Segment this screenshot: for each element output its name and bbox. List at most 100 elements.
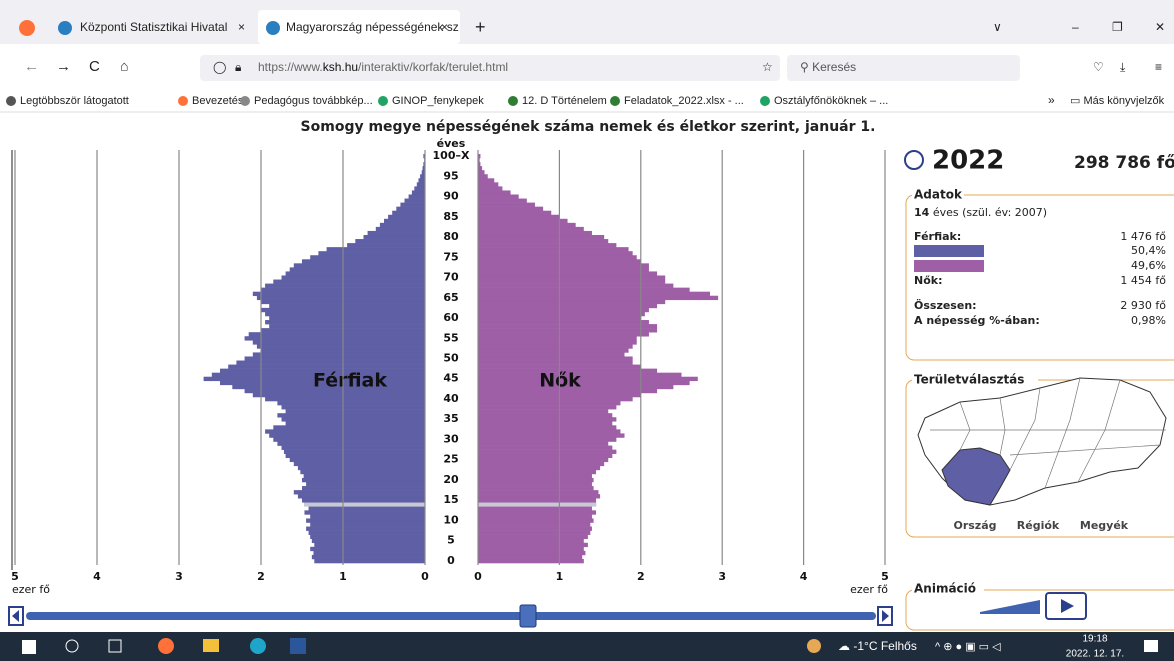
home-button[interactable]: ⌂ bbox=[120, 58, 128, 74]
share-label: A népesség %-ában: bbox=[914, 314, 1040, 327]
close-window[interactable]: ✕ bbox=[1155, 20, 1165, 34]
tab[interactable]: Központi Statisztikai Hivatal × bbox=[58, 20, 245, 35]
bar bbox=[478, 494, 600, 498]
weather[interactable]: ☁ -1°C Felhős bbox=[838, 639, 917, 653]
bar bbox=[478, 308, 649, 312]
bar bbox=[310, 547, 425, 551]
maximize[interactable]: ❐ bbox=[1112, 20, 1123, 34]
x-tick-label: 1 bbox=[339, 570, 347, 583]
bar bbox=[478, 401, 620, 405]
bar bbox=[302, 478, 425, 482]
year-slider[interactable] bbox=[9, 605, 892, 627]
bar bbox=[318, 251, 425, 255]
downloads[interactable]: ⤓ bbox=[1120, 60, 1126, 74]
other-bookmarks[interactable]: ▭ Más könyvjelzők bbox=[1070, 95, 1165, 107]
new-tab[interactable]: + bbox=[475, 17, 486, 37]
bar bbox=[396, 207, 425, 211]
bar bbox=[309, 506, 425, 510]
menu[interactable]: ≡ bbox=[1155, 60, 1162, 74]
bar bbox=[310, 514, 425, 518]
bar bbox=[478, 535, 588, 539]
bookmark[interactable]: Bevezetés bbox=[192, 95, 244, 107]
bar bbox=[298, 494, 425, 498]
bar bbox=[418, 178, 425, 182]
reload-button[interactable]: C bbox=[89, 58, 100, 75]
bookmark[interactable]: Feladatok_2022.xlsx - ... bbox=[624, 95, 744, 107]
bar bbox=[282, 405, 426, 409]
bar bbox=[376, 227, 425, 231]
bar bbox=[478, 312, 645, 316]
total-label: Összesen: bbox=[914, 298, 977, 312]
county-map[interactable] bbox=[918, 378, 1166, 505]
bar bbox=[478, 442, 608, 446]
bookmark[interactable]: Osztályfőnököknek – ... bbox=[774, 95, 888, 107]
age-tick-label: 80 bbox=[443, 230, 459, 243]
slider-thumb[interactable] bbox=[520, 605, 536, 627]
bar bbox=[478, 267, 649, 271]
bookmark-star[interactable]: ☆ bbox=[762, 60, 773, 74]
bar bbox=[290, 458, 425, 462]
bar bbox=[478, 458, 608, 462]
bar bbox=[286, 454, 425, 458]
map-option[interactable]: Ország bbox=[953, 519, 996, 532]
bookmark[interactable]: GINOP_fenykepek bbox=[392, 95, 484, 107]
total-population: 298 786 fő bbox=[1074, 153, 1174, 173]
bar bbox=[313, 551, 425, 555]
firefox-taskbar[interactable] bbox=[158, 638, 174, 654]
bar bbox=[478, 215, 559, 219]
forward-button[interactable]: → bbox=[56, 58, 71, 75]
bar bbox=[478, 486, 594, 490]
notifications[interactable] bbox=[1144, 640, 1158, 652]
bar bbox=[478, 446, 612, 450]
age-tick-label: 35 bbox=[443, 412, 458, 425]
bar bbox=[478, 413, 612, 417]
region-title: Területválasztás bbox=[914, 373, 1024, 387]
bar bbox=[478, 466, 600, 470]
url: https://www.ksh.hu/interaktiv/korfak/ter… bbox=[258, 60, 508, 74]
bar bbox=[478, 207, 543, 211]
word-taskbar[interactable] bbox=[290, 638, 306, 654]
bar bbox=[478, 251, 633, 255]
bar bbox=[269, 433, 425, 437]
edge-taskbar[interactable] bbox=[250, 638, 266, 654]
more-bookmarks[interactable]: » bbox=[1048, 93, 1055, 107]
bar bbox=[478, 271, 657, 275]
map-option[interactable]: Régiók bbox=[1017, 519, 1060, 532]
tab-title: Központi Statisztikai Hivatal bbox=[80, 20, 227, 34]
bar bbox=[282, 446, 426, 450]
bar bbox=[304, 474, 425, 478]
age-number: 14 bbox=[914, 206, 930, 219]
bar bbox=[282, 275, 426, 279]
bar bbox=[478, 288, 690, 292]
bookmark-icon bbox=[760, 96, 770, 106]
tab-list[interactable]: ∨ bbox=[993, 20, 1002, 34]
bar bbox=[282, 417, 426, 421]
x-axis-label: ezer fő bbox=[12, 583, 50, 596]
bar bbox=[286, 421, 425, 425]
bar bbox=[478, 539, 584, 543]
share: 0,98% bbox=[1131, 314, 1166, 327]
map-option[interactable]: Megyék bbox=[1080, 519, 1129, 532]
pocket[interactable]: ♡ bbox=[1093, 60, 1104, 74]
help-icon[interactable] bbox=[807, 639, 821, 653]
bookmark[interactable]: Legtöbbször látogatott bbox=[20, 95, 129, 107]
lock-toggle[interactable] bbox=[905, 151, 923, 169]
tray-icons[interactable]: ^ ⊕ ● ▣ ▭ ◁ bbox=[935, 641, 1001, 653]
search-placeholder: ⚲ Keresés bbox=[800, 60, 856, 74]
tab-close[interactable]: × bbox=[238, 20, 245, 34]
bar bbox=[284, 450, 425, 454]
bar bbox=[265, 284, 425, 288]
bar bbox=[478, 324, 657, 328]
back-button[interactable]: ← bbox=[24, 58, 39, 75]
speed-control[interactable] bbox=[980, 600, 1040, 614]
tab-close[interactable]: × bbox=[441, 20, 448, 34]
minimize[interactable]: – bbox=[1072, 20, 1079, 34]
explorer-taskbar[interactable] bbox=[203, 639, 219, 652]
bar bbox=[245, 356, 425, 360]
bookmark[interactable]: Pedagógus továbbkép... bbox=[254, 95, 373, 107]
bookmark[interactable]: 12. D Történelem bbox=[522, 95, 607, 107]
tab-active[interactable]: Magyarország népességének sz × bbox=[258, 10, 460, 44]
start-button[interactable] bbox=[22, 640, 36, 654]
x-tick-label: 3 bbox=[175, 570, 183, 583]
bar bbox=[478, 454, 612, 458]
